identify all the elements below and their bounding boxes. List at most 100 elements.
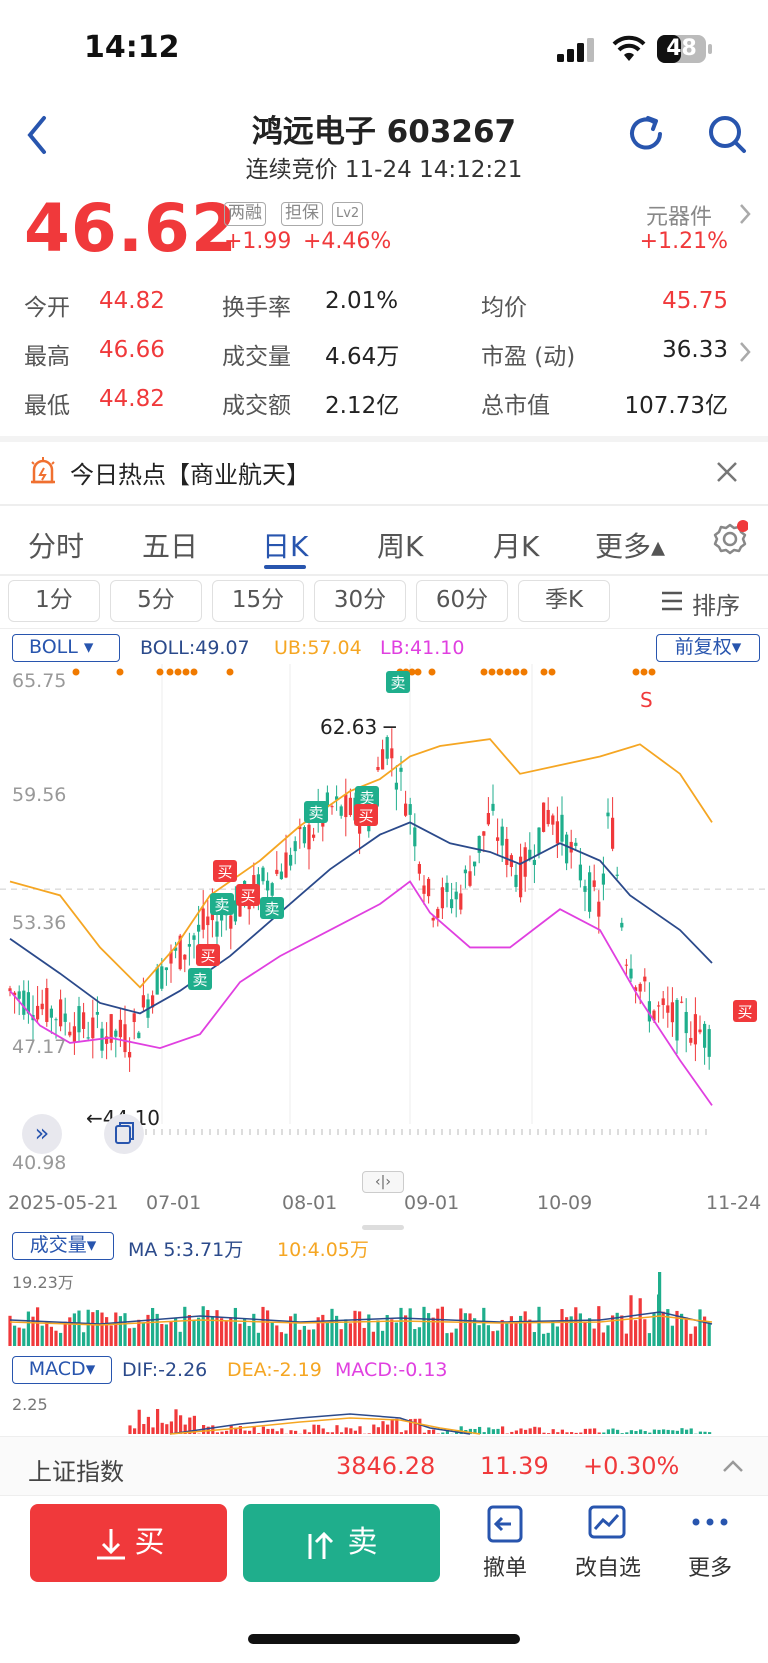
- tab-five-day[interactable]: 五日: [142, 530, 199, 563]
- sector-change: +1.21%: [639, 229, 728, 254]
- volume-bar: [362, 1327, 366, 1346]
- svg-text:买: 买: [200, 947, 215, 965]
- volume-bar: [404, 1315, 408, 1346]
- volume-bar: [670, 1325, 674, 1346]
- volume-bar: [100, 1312, 104, 1346]
- buy-arrow-icon: [96, 1528, 125, 1559]
- volume-bar: [629, 1295, 633, 1346]
- back-icon[interactable]: [22, 112, 52, 158]
- refresh-icon[interactable]: [624, 112, 668, 156]
- sort-icon[interactable]: [660, 590, 684, 616]
- copy-icon[interactable]: [104, 1114, 144, 1154]
- sell-arrow-icon: [308, 1531, 333, 1559]
- volume-ma10-line: [9, 1315, 713, 1326]
- adjust-selector[interactable]: 前复权▾: [656, 634, 760, 662]
- price-axis-min: 40.98: [12, 1152, 67, 1174]
- volume-bar: [17, 1327, 21, 1346]
- scroll-handle[interactable]: ‹|›: [362, 1171, 404, 1193]
- volume-bar: [615, 1312, 619, 1346]
- macd-bar: [625, 1432, 629, 1434]
- macd-selector-label: MACD: [28, 1358, 86, 1380]
- candle-body: [463, 869, 467, 874]
- macd-selector[interactable]: MACD▾: [12, 1356, 112, 1384]
- signal-dot: [632, 668, 640, 676]
- tab-intraday[interactable]: 分时: [28, 530, 85, 563]
- volume-bar: [40, 1325, 44, 1346]
- period-30min[interactable]: 30分: [314, 580, 406, 622]
- sort-button[interactable]: 排序: [692, 592, 740, 620]
- boll-selector[interactable]: BOLL ▾: [12, 634, 120, 662]
- volume-ma5: MA 5:3.71万: [128, 1239, 244, 1261]
- edit-watchlist-button[interactable]: 改自选: [563, 1504, 653, 1582]
- macd-bar: [395, 1418, 399, 1434]
- signal-dot: [480, 668, 488, 676]
- signal-dot: [116, 668, 124, 676]
- period-5min[interactable]: 5分: [110, 580, 202, 622]
- volume-selector[interactable]: 成交量▾: [12, 1232, 114, 1260]
- period-60min[interactable]: 60分: [416, 580, 508, 622]
- open-label: 今开: [24, 295, 70, 321]
- candle-body: [325, 792, 329, 808]
- volume-bar: [123, 1313, 127, 1346]
- battery-level: 48: [666, 36, 697, 61]
- volume-chart: [8, 1272, 713, 1346]
- candle-body: [95, 1011, 99, 1015]
- settings-icon[interactable]: [712, 520, 749, 556]
- sell-button[interactable]: 卖: [243, 1504, 440, 1582]
- volume-bar: [224, 1321, 228, 1346]
- volume-bar: [440, 1306, 444, 1346]
- volume-bar: [128, 1328, 132, 1346]
- chevron-up-icon[interactable]: [722, 1458, 744, 1477]
- volume-bar: [385, 1315, 389, 1346]
- chevron-right-icon[interactable]: [738, 203, 752, 229]
- close-icon[interactable]: [716, 461, 738, 487]
- period-15min[interactable]: 15分: [212, 580, 304, 622]
- candle-body: [643, 976, 647, 982]
- period-1min[interactable]: 1分: [8, 580, 100, 622]
- edit-watchlist-label: 改自选: [574, 1556, 641, 1581]
- pe-chevron-icon[interactable]: [738, 341, 752, 367]
- candle-body: [647, 1001, 651, 1022]
- more-button[interactable]: 更多: [665, 1504, 755, 1582]
- volume-bar: [367, 1314, 371, 1346]
- pe-value[interactable]: 36.33: [662, 337, 728, 363]
- macd-bar: [409, 1419, 413, 1434]
- volume-bar: [611, 1315, 615, 1346]
- tab-daily-k[interactable]: 日K: [262, 530, 309, 563]
- sector-link[interactable]: 元器件: [645, 205, 712, 230]
- macd-bar: [611, 1428, 615, 1434]
- volume-bar: [463, 1313, 467, 1346]
- panel-drag-handle[interactable]: [362, 1225, 404, 1230]
- expand-icon[interactable]: »: [22, 1114, 62, 1154]
- index-bar[interactable]: [0, 1436, 768, 1496]
- macd-bar: [514, 1430, 518, 1434]
- buy-button[interactable]: 买: [30, 1504, 227, 1582]
- volume-bar: [689, 1333, 693, 1346]
- candle-body: [578, 864, 582, 881]
- cancel-order-button[interactable]: 撤单: [460, 1504, 550, 1582]
- tab-more[interactable]: 更多▴: [595, 530, 666, 563]
- period-quarter-k[interactable]: 季K: [518, 580, 610, 622]
- macd-dea-line: [169, 1417, 481, 1435]
- macd-bar: [629, 1430, 633, 1434]
- volume-bar: [141, 1322, 145, 1346]
- candle-body: [8, 988, 12, 992]
- search-icon[interactable]: [705, 112, 749, 156]
- candle-body: [601, 873, 605, 885]
- mcap-label: 总市值: [481, 393, 550, 419]
- candle-body: [192, 935, 196, 940]
- volume-bar: [634, 1320, 638, 1346]
- volume-bar: [118, 1316, 122, 1346]
- candle-body: [675, 999, 679, 1041]
- tag-level2: Lv2: [332, 202, 364, 226]
- hot-topic-text[interactable]: 今日热点【商业航天】: [70, 461, 310, 489]
- volume-bar: [528, 1319, 532, 1346]
- volume-bar: [289, 1316, 293, 1346]
- volume-bar: [698, 1309, 702, 1346]
- tab-weekly-k[interactable]: 周K: [377, 530, 424, 563]
- candle-body: [436, 908, 440, 918]
- volume-bar: [652, 1313, 656, 1346]
- sell-signal-badge: 卖: [355, 786, 379, 808]
- tab-monthly-k[interactable]: 月K: [493, 530, 540, 563]
